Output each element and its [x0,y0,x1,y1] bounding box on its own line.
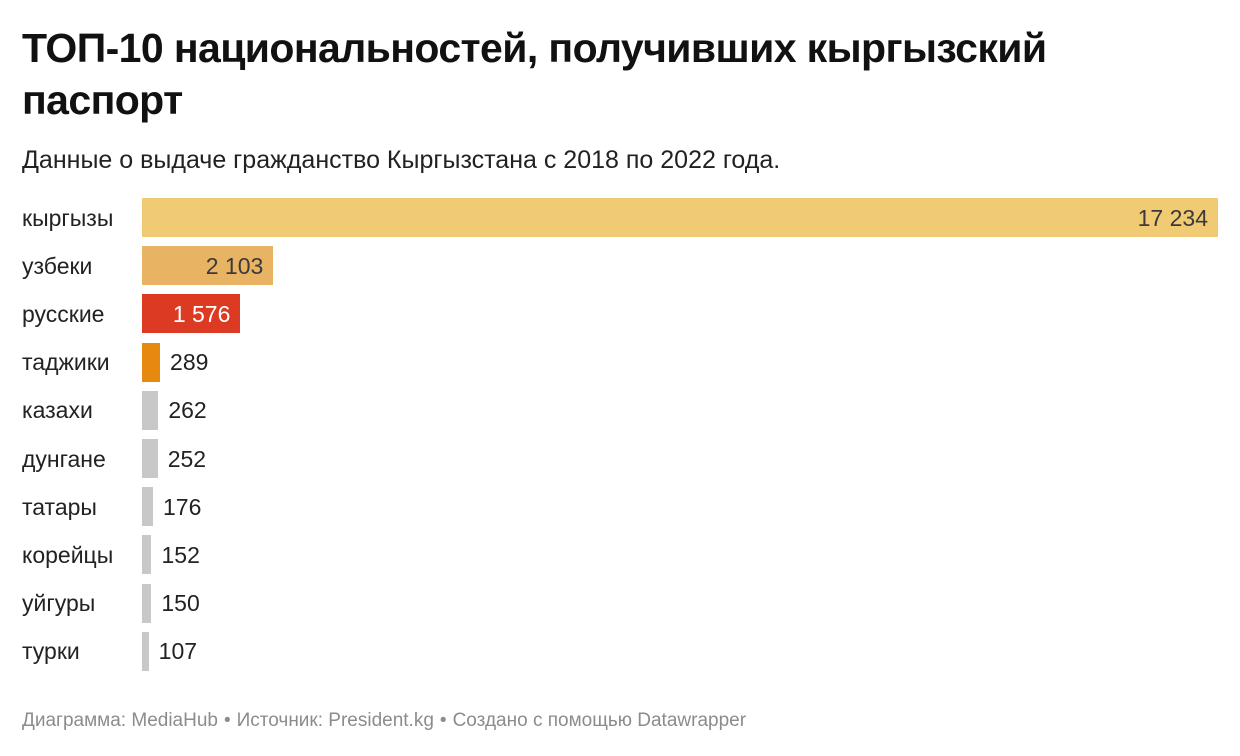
bar [142,198,1218,237]
value-label: 252 [167,445,207,472]
value-label: 17 234 [1137,204,1208,231]
category-label: корейцы [22,541,114,568]
category-label: казахи [22,397,93,424]
bar [142,583,152,623]
category-label: уйгуры [22,590,96,617]
chart-title: ТОП-10 национальностей, получивших кыргы… [22,25,1047,123]
value-label: 1 576 [172,300,231,327]
category-label: турки [22,638,80,665]
value-label: 107 [158,638,198,665]
value-label: 262 [168,397,207,424]
tool-credit: Создано с помощью Datawrapper [452,710,747,731]
footer-separator: • [439,710,447,731]
bar [142,631,149,671]
chart-credit: Диаграмма: MediaHub [22,710,218,731]
category-label: таджики [22,349,110,376]
value-label: 289 [170,349,209,376]
bar [142,246,274,286]
footer-separator: • [223,710,231,731]
category-label: узбеки [22,252,93,279]
source-credit: Источник: President.kg [236,710,434,731]
category-label: дунгане [22,445,106,472]
bar [142,294,241,334]
chart-subtitle: Данные о выдаче гражданство Кыргызстана … [22,146,781,174]
category-label: татары [22,493,97,520]
bar [142,390,159,430]
bar [142,439,158,478]
chart-footer: Диаграмма: MediaHub • Источник: President.… [22,708,746,734]
value-label: 176 [162,493,202,520]
value-label: 2 103 [205,252,264,279]
value-label: 152 [161,541,200,568]
bar [142,535,152,575]
category-label: кыргызы [22,204,114,231]
value-label: 150 [161,590,200,617]
bar [142,342,161,382]
category-label: русские [22,300,105,327]
bar [142,487,153,527]
